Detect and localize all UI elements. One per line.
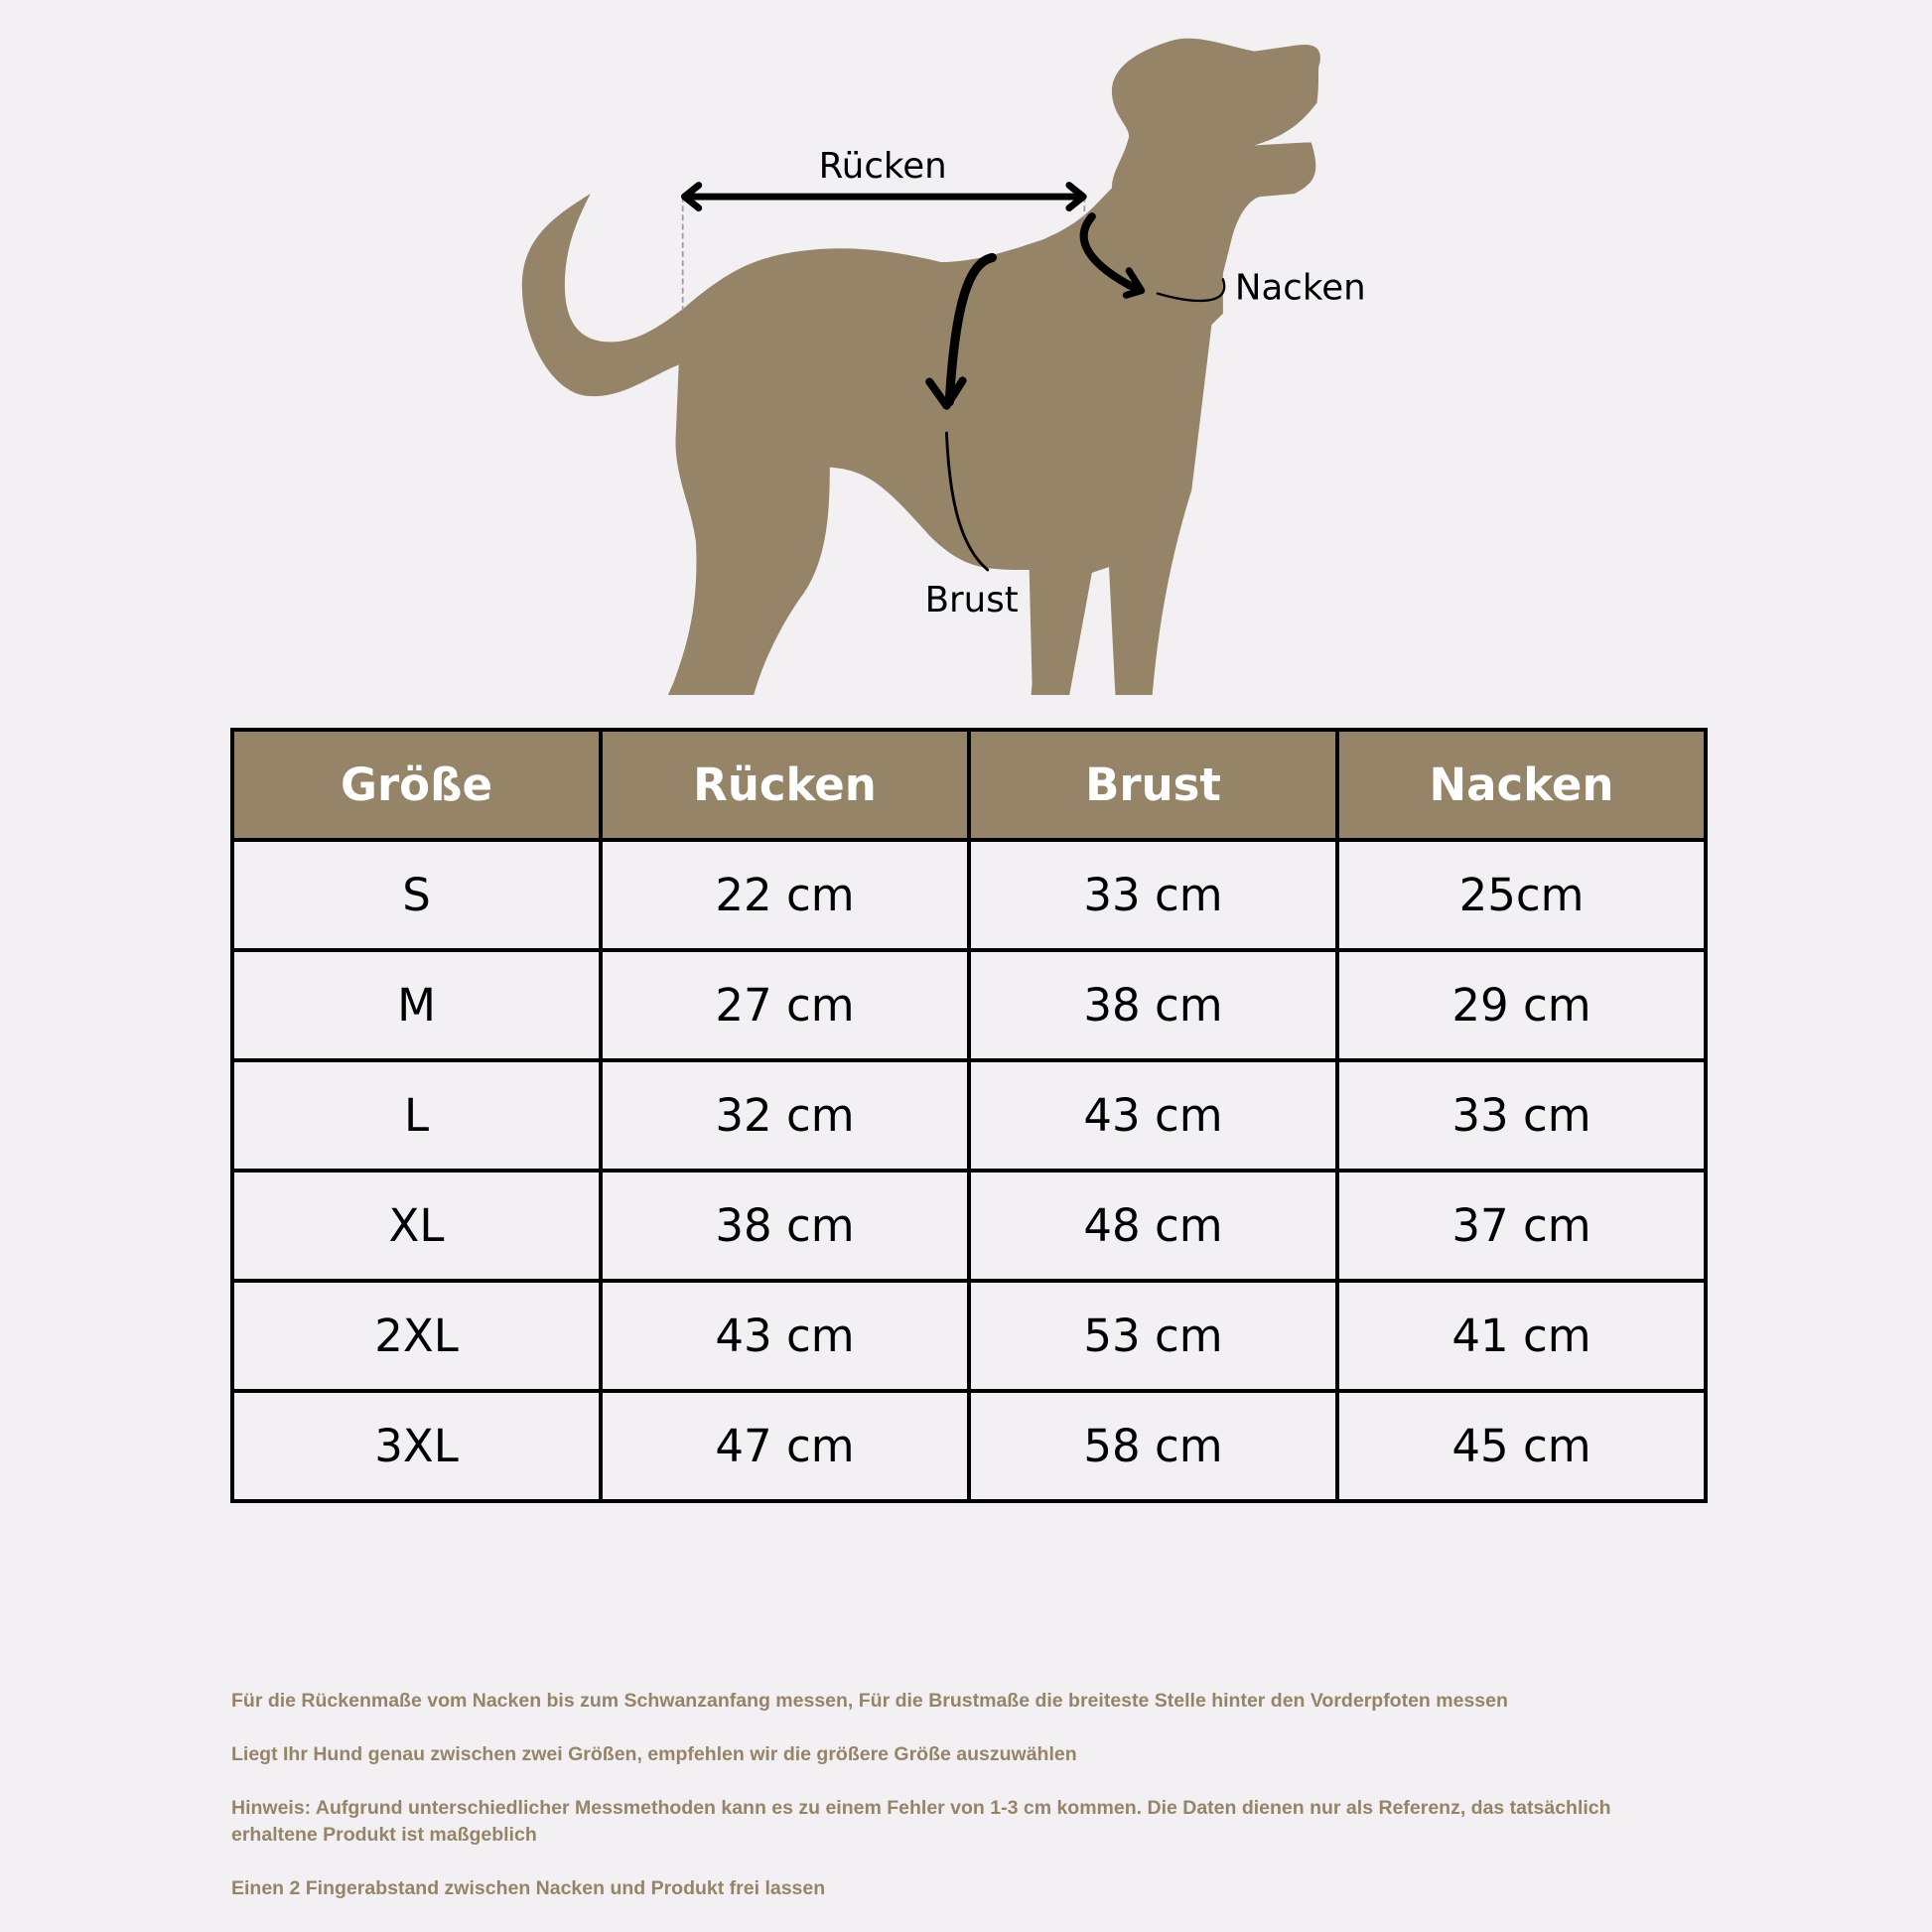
cell-chest: 33 cm — [967, 838, 1339, 952]
cell-chest: 48 cm — [967, 1169, 1339, 1283]
note: Liegt Ihr Hund genau zwischen zwei Größe… — [231, 1743, 1077, 1765]
back-arrow — [680, 182, 1087, 211]
cell-neck: 25cm — [1335, 838, 1708, 952]
header-neck: Nacken — [1335, 728, 1708, 842]
cell-size: 3XL — [230, 1389, 603, 1503]
table-row: 2XL 43 cm 53 cm 41 cm — [230, 1279, 1708, 1393]
cell-neck: 29 cm — [1335, 948, 1708, 1062]
header-chest: Brust — [967, 728, 1339, 842]
neck-arrow — [1079, 212, 1226, 303]
back-label: Rücken — [819, 146, 947, 187]
neck-label: Nacken — [1235, 267, 1366, 308]
cell-size: L — [230, 1058, 603, 1173]
size-table: Größe Rücken Brust Nacken S 22 cm 33 cm 25c… — [230, 728, 1708, 1503]
cell-back: 27 cm — [599, 948, 971, 1062]
note: Einen 2 Fingerabstand zwischen Nacken un… — [231, 1877, 826, 1899]
note: Hinweis: Aufgrund unterschiedlicher Mess… — [231, 1797, 1611, 1846]
cell-size: XL — [230, 1169, 603, 1283]
table-row: XL 38 cm 48 cm 37 cm — [230, 1169, 1708, 1283]
cell-neck: 33 cm — [1335, 1058, 1708, 1173]
header-back: Rücken — [599, 728, 971, 842]
table-row: M 27 cm 38 cm 29 cm — [230, 948, 1708, 1062]
chest-label: Brust — [925, 580, 1019, 621]
cell-back: 22 cm — [599, 838, 971, 952]
cell-size: S — [230, 838, 603, 952]
cell-chest: 38 cm — [967, 948, 1339, 1062]
table-row: L 32 cm 43 cm 33 cm — [230, 1058, 1708, 1173]
cell-back: 47 cm — [599, 1389, 971, 1503]
cell-back: 38 cm — [599, 1169, 971, 1283]
cell-back: 32 cm — [599, 1058, 971, 1173]
table-row: S 22 cm 33 cm 25cm — [230, 838, 1708, 952]
cell-neck: 37 cm — [1335, 1169, 1708, 1283]
cell-neck: 45 cm — [1335, 1389, 1708, 1503]
dog-measurement-diagram: Rücken Nacken Brust — [521, 38, 1366, 695]
cell-chest: 43 cm — [967, 1058, 1339, 1173]
dog-silhouette — [521, 38, 1320, 695]
cell-chest: 53 cm — [967, 1279, 1339, 1393]
chest-arrow — [925, 252, 997, 572]
table-header-row: Größe Rücken Brust Nacken — [230, 728, 1708, 842]
header-size: Größe — [230, 728, 603, 842]
cell-size: 2XL — [230, 1279, 603, 1393]
cell-back: 43 cm — [599, 1279, 971, 1393]
note: Für die Rückenmaße vom Nacken bis zum Sc… — [231, 1690, 1508, 1712]
table-row: 3XL 47 cm 58 cm 45 cm — [230, 1389, 1708, 1503]
cell-neck: 41 cm — [1335, 1279, 1708, 1393]
cell-size: M — [230, 948, 603, 1062]
cell-chest: 58 cm — [967, 1389, 1339, 1503]
notes: Für die Rückenmaße vom Nacken bis zum Sc… — [231, 1688, 1681, 1929]
